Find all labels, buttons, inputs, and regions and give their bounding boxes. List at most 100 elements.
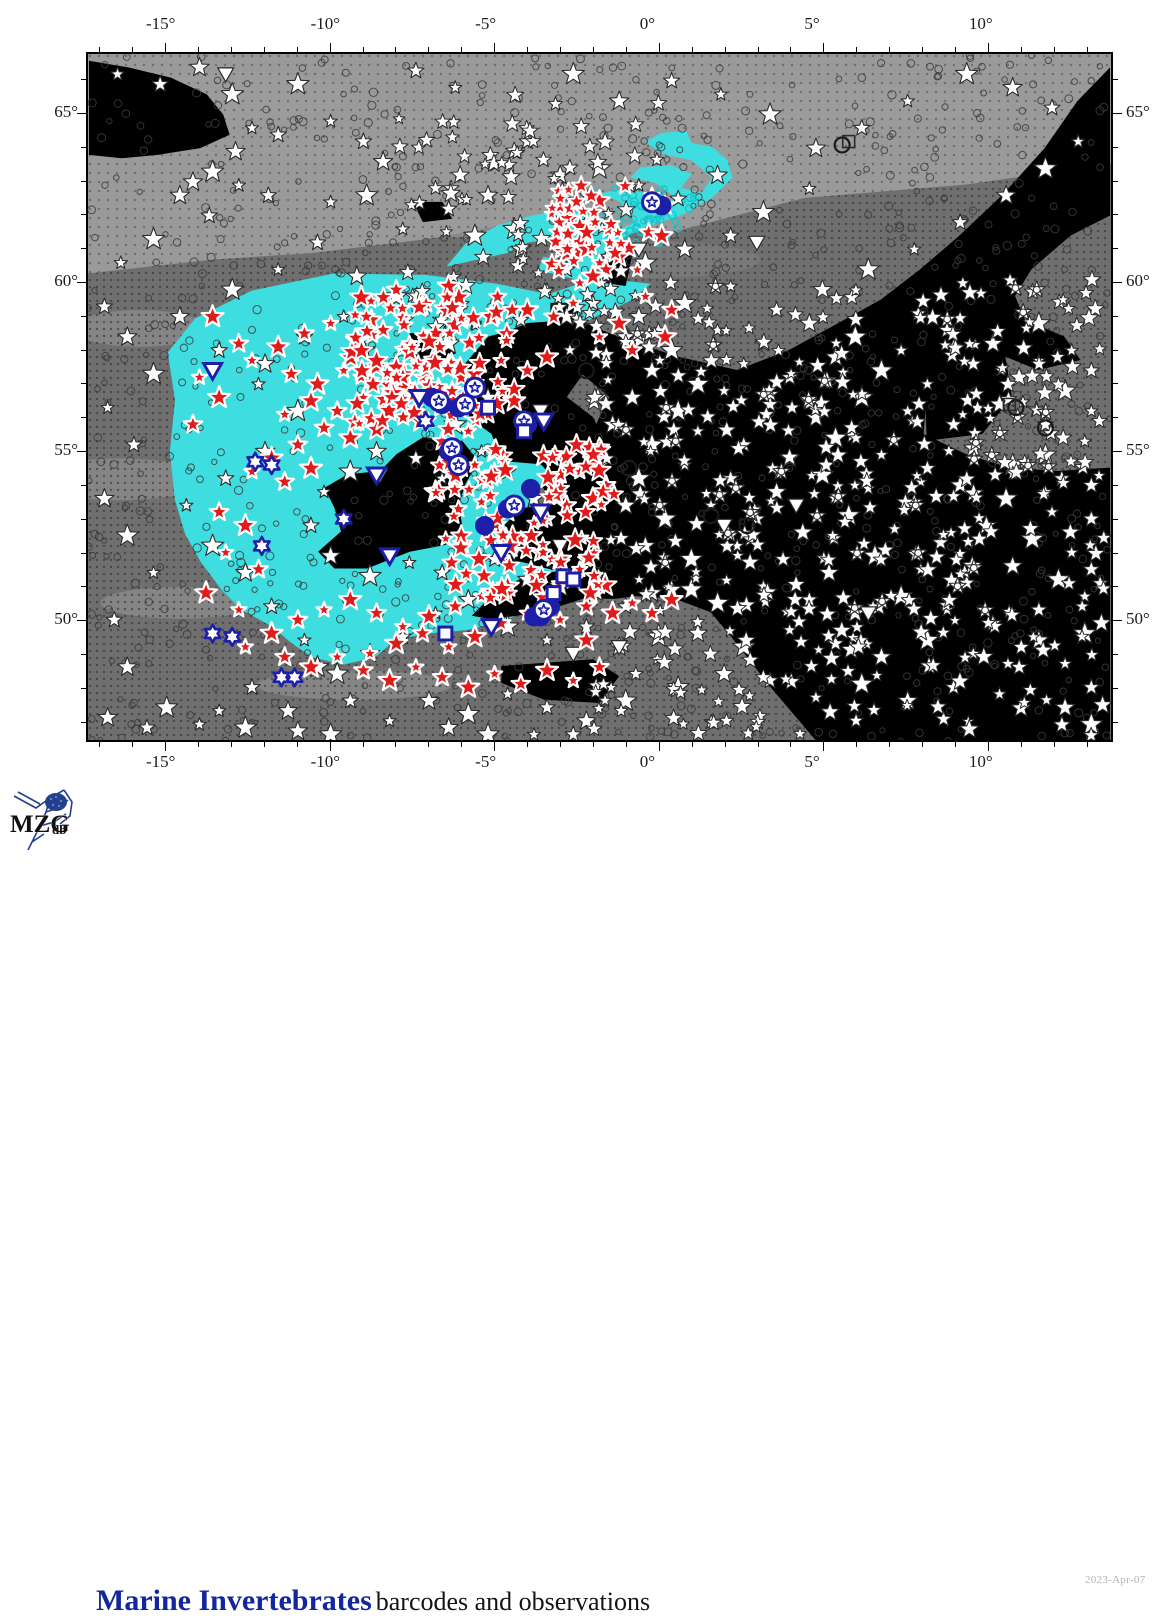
observation-white-star-marker: [970, 529, 989, 547]
observation-white-star-marker: [418, 690, 440, 710]
record-ring-marker: [1076, 381, 1084, 389]
barcode-red-star-marker: [600, 600, 625, 624]
record-ring-marker: [903, 672, 911, 680]
tick-mark: [658, 43, 660, 52]
record-ring-marker: [172, 238, 182, 247]
observation-ring-overlay: [969, 563, 978, 572]
record-ring-marker: [1037, 96, 1046, 105]
barcode-red-star-marker: [445, 480, 465, 498]
observation-white-star-marker: [721, 469, 740, 486]
barcode-red-star-marker: [583, 238, 601, 256]
observation-white-star-marker: [870, 668, 884, 682]
record-ring-marker: [1078, 554, 1088, 564]
record-ring-marker: [893, 538, 903, 548]
record-ring-marker: [1067, 514, 1076, 524]
observation-ring-overlay: [715, 490, 724, 499]
observation-white-star-marker: [927, 547, 946, 565]
record-ring-marker: [925, 648, 934, 657]
land-iceland: [88, 60, 230, 159]
record-ring-marker: [1093, 522, 1101, 530]
observation-white-star-marker: [976, 600, 995, 619]
record-ring-marker: [443, 613, 453, 624]
record-ring-marker: [267, 122, 276, 131]
tick-mark: [263, 742, 265, 747]
barcode-blue-inner-star-marker: [468, 381, 481, 393]
record-ring-marker: [361, 682, 369, 689]
record-ring-marker: [930, 152, 940, 162]
observation-white-star-marker: [243, 678, 261, 695]
record-ring-marker: [459, 560, 468, 569]
observation-white-star-marker: [392, 112, 406, 125]
observation-white-star-marker: [627, 539, 646, 557]
barcode-red-star-marker: [548, 223, 566, 240]
record-ring-marker: [371, 216, 381, 226]
cyan-record-ring-marker: [690, 194, 698, 203]
observation-white-star-marker: [927, 486, 946, 505]
record-ring-marker: [205, 121, 212, 128]
record-ring-marker: [645, 732, 655, 740]
cyan-record-ring-marker: [655, 186, 665, 196]
barcode-red-star-marker: [517, 359, 538, 380]
record-ring-marker: [677, 623, 686, 631]
record-ring-marker: [401, 594, 410, 602]
record-ring-marker: [973, 109, 982, 118]
barcode-blue-inner-star-marker: [537, 603, 550, 616]
record-ring-marker: [407, 498, 414, 505]
observation-white-star-marker: [1074, 598, 1090, 613]
record-ring-marker: [96, 133, 107, 143]
observation-white-star-marker: [690, 423, 706, 438]
record-ring-marker: [1096, 63, 1103, 70]
record-ring-marker: [700, 220, 708, 228]
record-ring-marker: [737, 384, 746, 393]
observation-white-star-marker: [97, 706, 118, 727]
record-ring-marker: [562, 289, 572, 299]
observation-white-star-marker: [1084, 647, 1100, 662]
record-ring-marker: [136, 188, 143, 195]
record-ring-marker: [820, 246, 828, 254]
tick-mark: [81, 383, 86, 385]
observation-white-star-marker: [920, 376, 935, 391]
observation-white-star-marker: [907, 241, 922, 256]
observation-white-star-marker: [758, 102, 782, 125]
observation-white-star-marker: [596, 393, 616, 413]
observation-white-star-marker: [1083, 726, 1100, 740]
tick-mark: [395, 742, 397, 747]
observation-white-star-marker: [983, 411, 997, 425]
map-plot-area[interactable]: [86, 52, 1113, 742]
observation-white-star-marker: [840, 662, 857, 679]
observation-white-star-marker: [200, 206, 219, 224]
record-ring-marker: [1094, 637, 1101, 644]
barcode-red-star-marker: [560, 181, 577, 197]
record-ring-marker: [632, 75, 640, 84]
record-ring-marker: [336, 614, 345, 624]
record-ring-marker: [494, 704, 503, 713]
observation-ring-overlay: [1024, 461, 1033, 470]
record-ring-marker: [907, 223, 916, 232]
observation-white-star-marker: [587, 344, 605, 361]
record-ring-marker: [267, 580, 274, 587]
observation-white-star-marker: [1076, 452, 1095, 471]
record-ring-marker: [391, 655, 401, 665]
record-ring-marker: [943, 671, 953, 681]
barcode-red-star-marker: [456, 563, 476, 583]
record-ring-marker: [425, 441, 435, 451]
observation-white-star-marker: [718, 536, 736, 554]
mzgdb-logo-icon[interactable]: MZG db: [6, 782, 82, 852]
record-ring-marker: [272, 355, 281, 363]
axis-bottom-tick-label: 5°: [804, 752, 820, 771]
record-ring-marker: [88, 542, 93, 551]
observation-white-star-marker: [853, 119, 871, 136]
record-ring-marker: [522, 698, 532, 708]
barcode-blue-triangle-marker: [528, 503, 553, 524]
observation-white-star-marker: [662, 71, 681, 89]
observation-white-star-marker: [1003, 606, 1021, 623]
record-ring-marker: [364, 238, 373, 247]
barcode-red-star-marker: [564, 251, 583, 269]
record-ring-marker: [599, 380, 606, 387]
record-ring-marker: [931, 263, 939, 271]
record-ring-marker: [599, 412, 607, 420]
barcode-red-star-marker: [494, 382, 511, 399]
observation-white-star-marker: [856, 257, 881, 280]
figure-footer: MZG db Marine Invertebrates barcodes and…: [0, 778, 1175, 1617]
tick-mark: [296, 47, 298, 52]
